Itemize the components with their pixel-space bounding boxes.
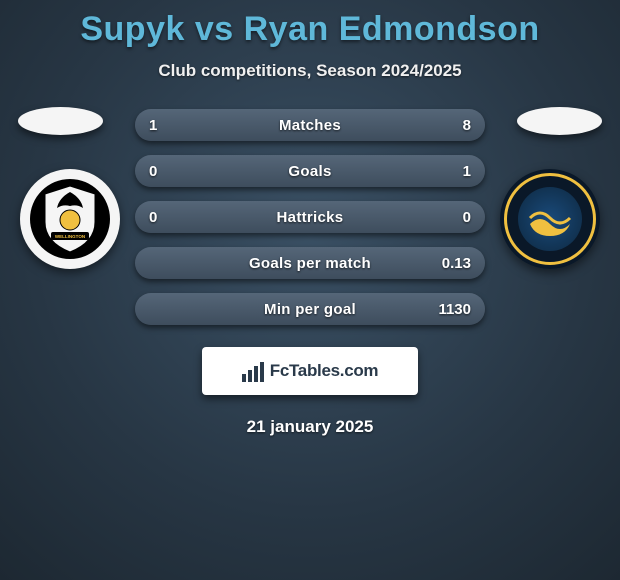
- stat-right-value: 1: [463, 163, 471, 180]
- stat-label: Matches: [279, 117, 341, 134]
- stat-row-goals-per-match: Goals per match 0.13: [135, 247, 485, 279]
- club-badge-right: [500, 169, 600, 269]
- central-coast-mariners-crest-icon: [525, 194, 575, 244]
- wellington-phoenix-crest-icon: WELLINGTON: [39, 184, 101, 254]
- stat-left-value: 0: [149, 209, 157, 226]
- stat-label: Goals: [288, 163, 331, 180]
- stat-right-value: 0.13: [442, 255, 471, 272]
- stat-label: Goals per match: [249, 255, 371, 272]
- stat-row-min-per-goal: Min per goal 1130: [135, 293, 485, 325]
- player-photo-left: [18, 107, 103, 135]
- player-photo-right: [517, 107, 602, 135]
- stat-right-value: 0: [463, 209, 471, 226]
- stat-left-value: 0: [149, 163, 157, 180]
- page-title: Supyk vs Ryan Edmondson: [0, 0, 620, 49]
- comparison-content: WELLINGTON 1 Matches 8 0 Goals 1 0 Hattr…: [0, 109, 620, 437]
- stat-right-value: 1130: [438, 301, 471, 318]
- stat-left-value: 1: [149, 117, 157, 134]
- stat-rows: 1 Matches 8 0 Goals 1 0 Hattricks 0 Goal…: [135, 109, 485, 325]
- logo-text: FcTables.com: [270, 361, 379, 381]
- comparison-date: 21 january 2025: [0, 417, 620, 437]
- stat-row-hattricks: 0 Hattricks 0: [135, 201, 485, 233]
- club-badge-left: WELLINGTON: [20, 169, 120, 269]
- stat-row-matches: 1 Matches 8: [135, 109, 485, 141]
- stat-label: Hattricks: [277, 209, 344, 226]
- stat-label: Min per goal: [264, 301, 356, 318]
- stat-row-goals: 0 Goals 1: [135, 155, 485, 187]
- fctables-logo: FcTables.com: [202, 347, 418, 395]
- svg-text:WELLINGTON: WELLINGTON: [55, 234, 85, 239]
- page-subtitle: Club competitions, Season 2024/2025: [0, 61, 620, 81]
- stat-right-value: 8: [463, 117, 471, 134]
- logo-bars-icon: [242, 360, 264, 382]
